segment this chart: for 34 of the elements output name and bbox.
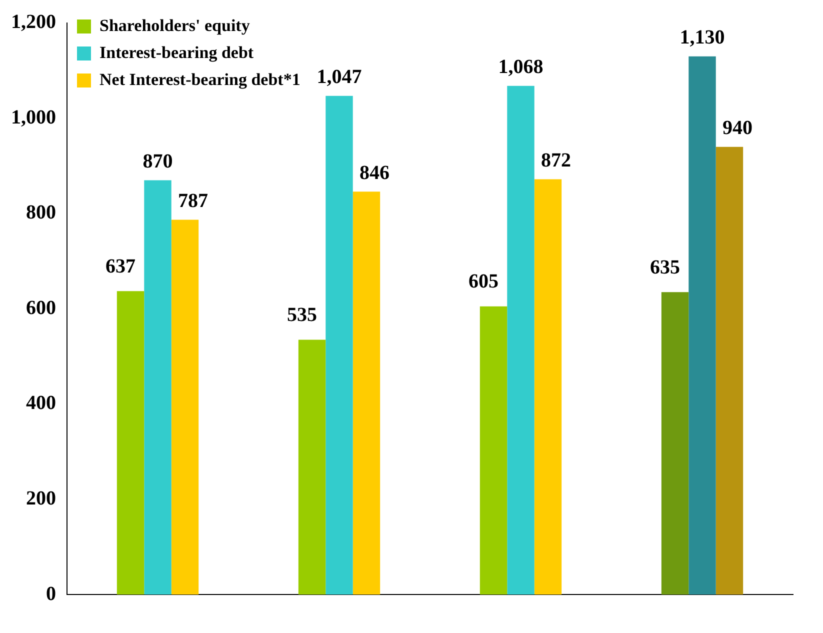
data-label: 846 xyxy=(359,162,390,184)
data-label: 637 xyxy=(106,255,136,278)
y-tick-label: 600 xyxy=(26,296,56,319)
bar xyxy=(507,86,534,595)
data-label: 635 xyxy=(650,256,680,278)
bar xyxy=(661,292,689,595)
bar xyxy=(716,146,744,595)
bar xyxy=(298,340,326,595)
bar xyxy=(480,306,508,595)
bar xyxy=(352,192,380,595)
y-tick-label: 800 xyxy=(26,202,56,224)
bar xyxy=(688,56,716,595)
bar xyxy=(116,291,144,595)
bar xyxy=(144,180,172,595)
data-label: 870 xyxy=(142,150,173,172)
bar xyxy=(326,96,353,595)
data-label: 872 xyxy=(540,149,571,172)
y-tick-label: 0 xyxy=(46,582,56,605)
y-tick-label: 1,000 xyxy=(11,106,56,128)
legend-label: Interest-bearing debt xyxy=(100,42,254,62)
y-tick-label: 200 xyxy=(26,488,56,510)
y-tick-label: 400 xyxy=(26,392,56,414)
y-tick-label: 1,200 xyxy=(11,11,56,34)
data-label: 787 xyxy=(178,190,208,212)
bar xyxy=(171,220,199,595)
data-label: 605 xyxy=(468,270,499,293)
data-label: 1,068 xyxy=(498,56,544,78)
data-label: 535 xyxy=(287,304,318,326)
bar xyxy=(534,179,562,595)
legend-label: Net Interest-bearing debt*1 xyxy=(100,70,300,89)
data-label: 1,047 xyxy=(316,66,362,88)
data-label: 1,130 xyxy=(680,26,725,49)
legend-label: Shareholders' equity xyxy=(100,16,250,35)
data-label: 940 xyxy=(722,117,752,140)
